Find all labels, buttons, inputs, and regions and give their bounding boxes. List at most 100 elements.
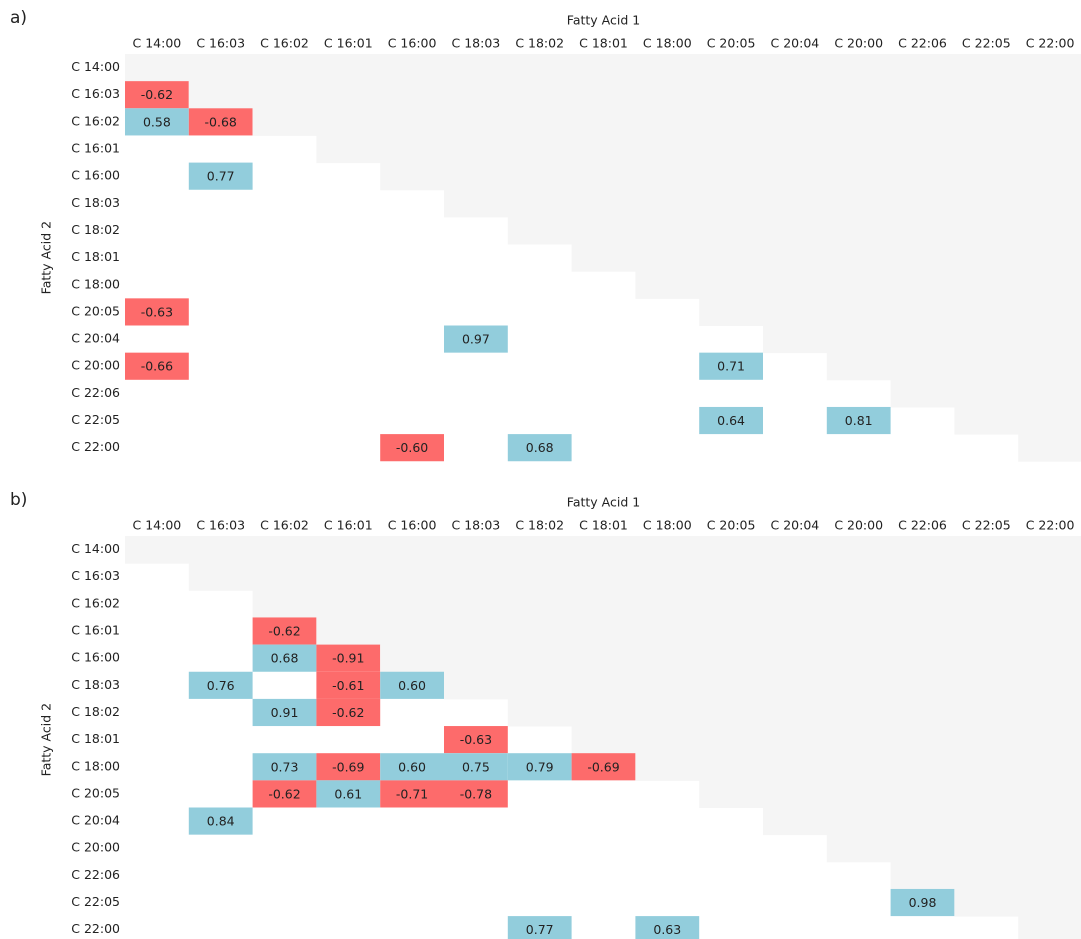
masked-cell	[763, 671, 828, 700]
y-tick-label: C 20:00	[71, 358, 120, 373]
masked-cell	[1018, 54, 1081, 82]
masked-cell	[1018, 753, 1081, 781]
y-tick-label: C 16:02	[71, 595, 120, 610]
masked-cell	[890, 271, 955, 299]
masked-cell	[763, 698, 828, 727]
y-tick-label: C 18:01	[71, 249, 120, 264]
masked-cell	[826, 780, 892, 808]
cell	[125, 108, 189, 136]
masked-cell	[1018, 888, 1081, 917]
masked-cell	[954, 298, 1019, 326]
cell	[826, 406, 891, 435]
cell-label: 0.60	[398, 759, 426, 774]
masked-cell	[1018, 406, 1081, 435]
y-tick-label: C 18:03	[71, 195, 120, 210]
masked-cell	[826, 244, 892, 272]
masked-cell	[444, 135, 509, 164]
masked-cell	[444, 563, 509, 591]
cell	[252, 753, 317, 781]
cell	[252, 617, 317, 645]
masked-cell	[826, 671, 892, 700]
cell-label: 0.75	[462, 759, 490, 774]
cell-label: -0.91	[332, 651, 364, 666]
masked-cell	[571, 81, 636, 109]
cell-label: 0.79	[526, 759, 554, 774]
y-tick-label: C 16:03	[71, 568, 120, 583]
masked-cell	[954, 216, 1019, 245]
y-tick-label: C 22:05	[71, 412, 120, 427]
masked-cell	[380, 81, 445, 109]
masked-cell	[635, 753, 700, 781]
masked-cell	[890, 644, 955, 673]
y-tick-label: C 20:05	[71, 303, 120, 318]
x-tick-label: C 20:00	[834, 36, 883, 51]
masked-cell	[1018, 434, 1081, 462]
masked-cell	[826, 325, 892, 354]
masked-cell	[188, 563, 254, 591]
masked-cell	[826, 807, 892, 836]
masked-cell	[763, 325, 828, 354]
masked-cell	[507, 698, 573, 727]
masked-cell	[1018, 590, 1081, 618]
masked-cell	[1018, 780, 1081, 808]
masked-cell	[507, 216, 573, 245]
masked-cell	[890, 671, 955, 700]
masked-cell	[954, 244, 1019, 272]
masked-cell	[316, 617, 381, 646]
masked-cell	[1018, 379, 1081, 408]
masked-cell	[826, 298, 892, 326]
masked-cell	[699, 244, 764, 272]
masked-cell	[954, 671, 1019, 700]
masked-cell	[316, 54, 381, 82]
masked-cell	[635, 135, 700, 164]
masked-cell	[507, 536, 573, 564]
masked-cell	[571, 590, 636, 618]
masked-cell	[763, 617, 828, 646]
x-tick-label: C 16:03	[196, 518, 245, 533]
masked-cell	[890, 216, 955, 245]
masked-cell	[699, 162, 764, 191]
masked-cell	[444, 536, 509, 564]
masked-cell	[1018, 916, 1081, 939]
masked-cell	[699, 189, 764, 218]
cell	[316, 698, 381, 727]
masked-cell	[890, 536, 955, 564]
masked-cell	[763, 726, 828, 754]
masked-cell	[635, 563, 700, 591]
masked-cell	[954, 162, 1019, 191]
masked-cell	[316, 108, 381, 136]
masked-cell	[890, 298, 955, 326]
cell	[380, 671, 444, 699]
masked-cell	[380, 135, 445, 164]
x-tick-label: C 18:02	[515, 518, 564, 533]
y-tick-label: C 18:02	[71, 704, 120, 719]
cell-label: 0.76	[207, 678, 235, 693]
cell-label: 0.64	[717, 413, 745, 428]
masked-cell	[826, 698, 892, 727]
masked-cell	[316, 536, 381, 564]
masked-cell	[954, 726, 1019, 754]
x-tick-label: C 18:01	[579, 518, 628, 533]
masked-cell	[252, 590, 317, 618]
masked-cell	[826, 135, 892, 164]
cell-label: 0.84	[207, 814, 235, 829]
cell-label: -0.62	[141, 87, 173, 102]
masked-cell	[252, 81, 317, 109]
x-tick-label: C 20:05	[707, 36, 756, 51]
x-tick-label: C 20:00	[834, 518, 883, 533]
masked-cell	[635, 644, 700, 673]
masked-cell	[954, 271, 1019, 299]
masked-cell	[571, 189, 636, 218]
y-tick-label: C 22:06	[71, 867, 120, 882]
y-tick-label: C 22:00	[71, 439, 120, 454]
masked-cell	[890, 352, 955, 381]
masked-cell	[890, 861, 955, 890]
masked-cell	[635, 617, 700, 646]
masked-cell	[699, 698, 764, 727]
masked-cell	[571, 536, 636, 564]
masked-cell	[890, 108, 955, 136]
masked-cell	[699, 271, 764, 299]
masked-cell	[890, 54, 955, 82]
masked-cell	[507, 671, 573, 700]
x-tick-label: C 16:00	[388, 36, 437, 51]
